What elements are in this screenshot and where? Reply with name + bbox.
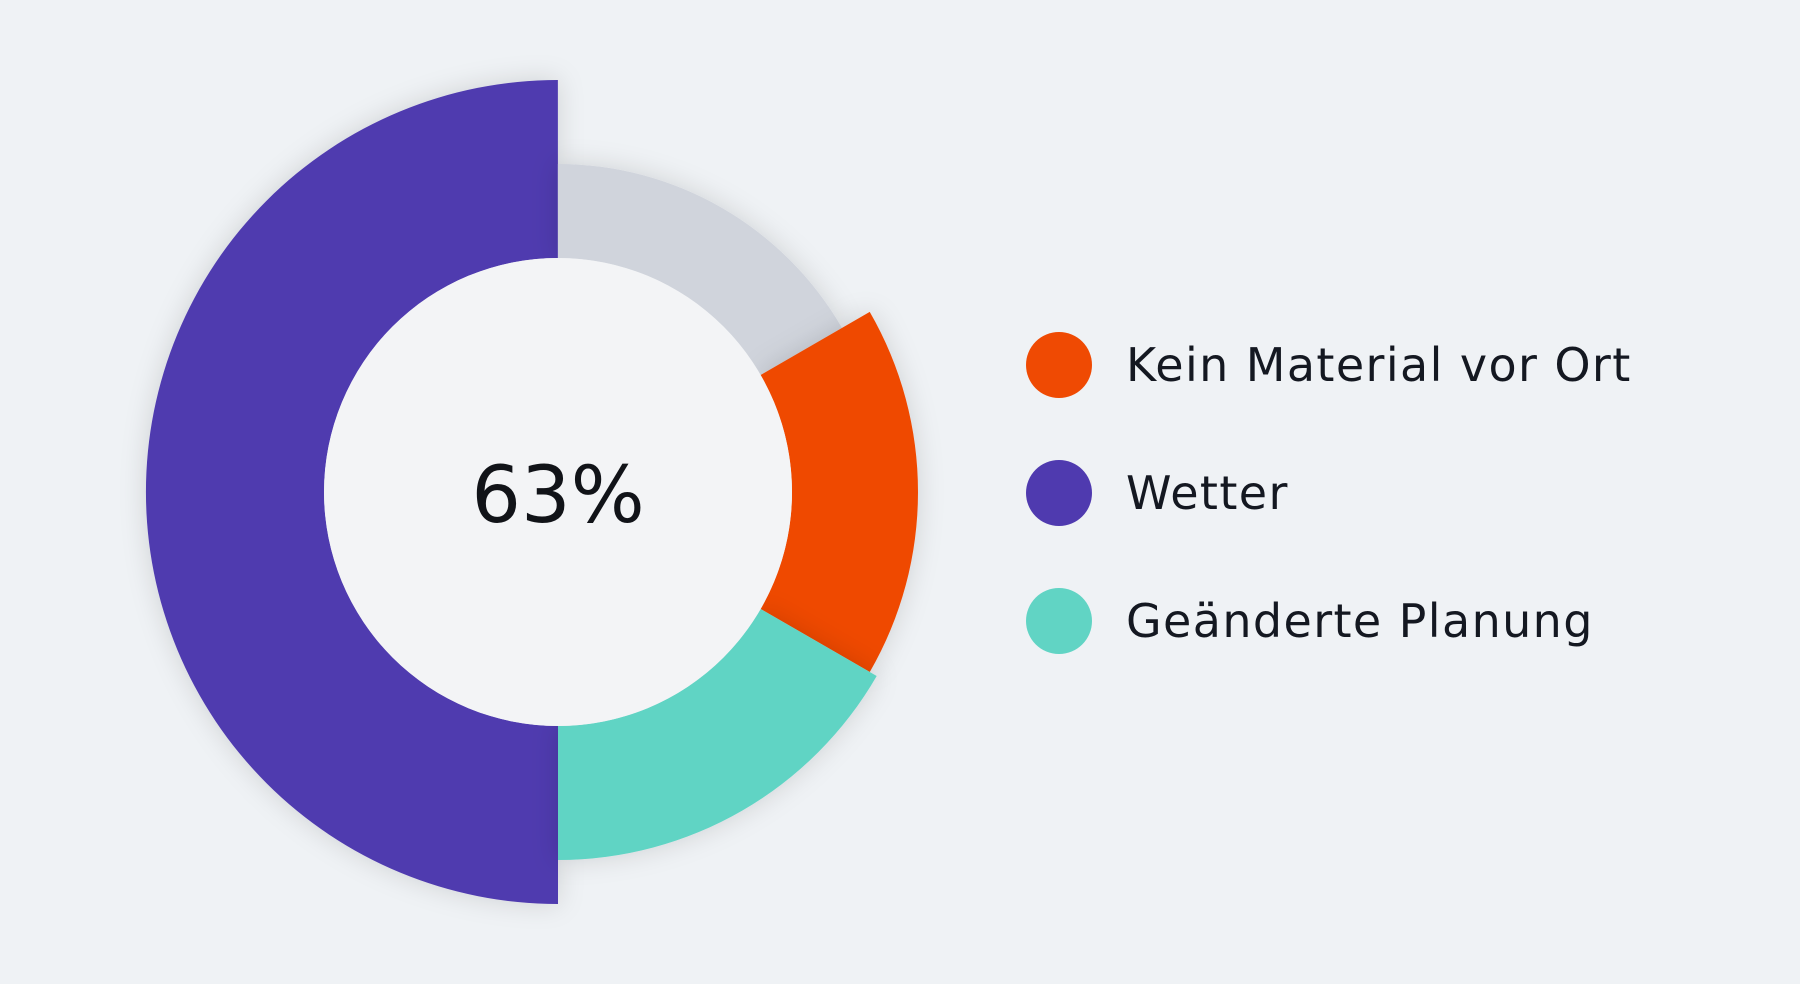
legend: Kein Material vor Ort Wetter Geänderte P… — [1026, 332, 1746, 716]
legend-swatch — [1026, 460, 1092, 526]
donut-segment-4 — [558, 608, 877, 860]
legend-label: Geänderte Planung — [1126, 594, 1594, 648]
legend-label: Wetter — [1126, 466, 1289, 520]
donut-segment-2 — [557, 164, 843, 375]
donut-center — [324, 258, 792, 726]
donut-segment-3 — [760, 311, 919, 672]
center-percentage: 63% — [471, 451, 644, 541]
legend-swatch — [1026, 332, 1092, 398]
donut-segments — [145, 80, 919, 905]
legend-item-kein-material: Kein Material vor Ort — [1026, 332, 1746, 398]
legend-item-geaenderte-planung: Geänderte Planung — [1026, 588, 1746, 654]
legend-item-wetter: Wetter — [1026, 460, 1746, 526]
legend-label: Kein Material vor Ort — [1126, 338, 1632, 392]
donut-segment-1 — [145, 80, 559, 905]
legend-swatch — [1026, 588, 1092, 654]
